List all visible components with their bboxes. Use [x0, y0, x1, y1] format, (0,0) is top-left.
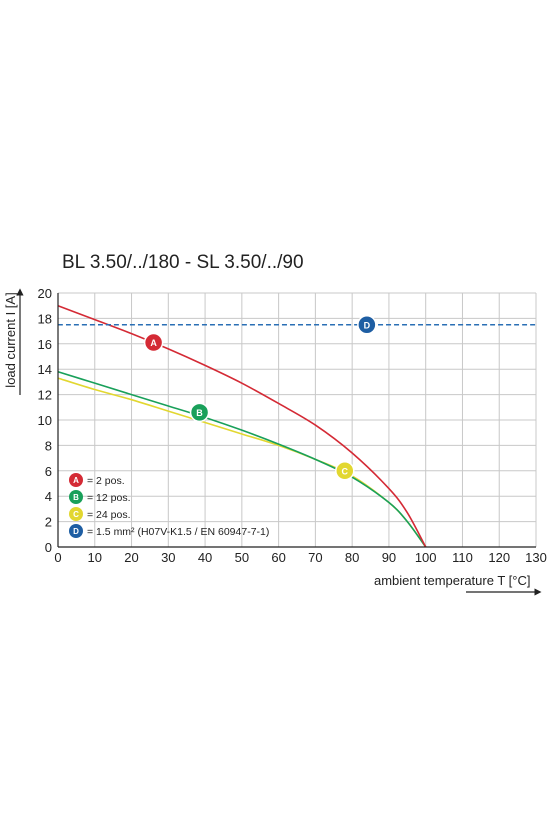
- y-tick-label: 0: [45, 540, 52, 555]
- legend-marker-b: [69, 490, 83, 504]
- series-marker-letter: D: [364, 320, 371, 330]
- legend-marker-c: [69, 507, 83, 521]
- x-tick-label: 30: [161, 550, 175, 565]
- x-tick-label: 100: [415, 550, 437, 565]
- y-tick-label: 20: [38, 286, 52, 301]
- series-markers: A B C D: [143, 315, 377, 481]
- y-tick-label: 8: [45, 438, 52, 453]
- x-tick-label: 120: [488, 550, 510, 565]
- legend-marker-letter: B: [73, 493, 79, 502]
- legend-marker-letter: D: [73, 527, 79, 536]
- y-tick-label: 18: [38, 311, 52, 326]
- series-marker-d: [357, 315, 377, 335]
- chart-title: BL 3.50/../180 - SL 3.50/../90: [62, 252, 304, 273]
- legend: A = 2 pos. B = 12 pos. C = 24 pos. D = 1.5 mm² …: [69, 473, 269, 538]
- legend-marker-letter: A: [73, 476, 79, 485]
- legend-marker-d: [69, 524, 83, 538]
- legend-label: = 24 pos.: [87, 509, 131, 521]
- tick-labels: 0 10 20 30 40 50 60 70 80 90 100 110 120 130 0 2 4 6 8 10 12…: [38, 286, 547, 565]
- y-tick-label: 12: [38, 388, 52, 403]
- x-tick-label: 40: [198, 550, 212, 565]
- y-axis-label: load current I [A]: [3, 292, 18, 387]
- series-line-a: [57, 304, 427, 548]
- x-tick-label: 110: [452, 550, 473, 565]
- series-marker-letter: A: [150, 338, 157, 348]
- x-tick-label: 70: [308, 550, 322, 565]
- axes: [16, 288, 542, 596]
- x-tick-label: 90: [382, 550, 396, 565]
- x-axis-label: ambient temperature T [°C]: [374, 573, 530, 588]
- series-lines: [57, 304, 536, 548]
- x-tick-label: 80: [345, 550, 359, 565]
- y-tick-label: 14: [38, 362, 52, 377]
- x-tick-label: 60: [271, 550, 285, 565]
- legend-label: = 1.5 mm² (H07V-K1.5 / EN 60947-7-1): [87, 526, 269, 538]
- series-marker-a: [143, 332, 164, 353]
- y-tick-label: 4: [45, 489, 52, 504]
- x-tick-label: 10: [88, 550, 102, 565]
- legend-label: = 12 pos.: [87, 492, 131, 504]
- x-tick-label: 20: [124, 550, 138, 565]
- grid-lines: [57, 292, 537, 548]
- legend-marker-a: [69, 473, 83, 487]
- x-tick-label: 50: [235, 550, 249, 565]
- series-marker-b: [189, 402, 210, 423]
- series-line-b: [57, 370, 427, 548]
- y-tick-label: 2: [45, 515, 52, 530]
- x-tick-label: 0: [54, 550, 61, 565]
- series-marker-c: [335, 461, 355, 481]
- series-marker-letter: B: [196, 408, 203, 418]
- legend-label: = 2 pos.: [87, 475, 125, 487]
- y-tick-label: 10: [38, 413, 52, 428]
- series-marker-letter: C: [342, 466, 349, 476]
- y-tick-label: 16: [38, 337, 52, 352]
- x-tick-label: 130: [525, 550, 547, 565]
- y-tick-label: 6: [45, 464, 52, 479]
- legend-marker-letter: C: [73, 510, 79, 519]
